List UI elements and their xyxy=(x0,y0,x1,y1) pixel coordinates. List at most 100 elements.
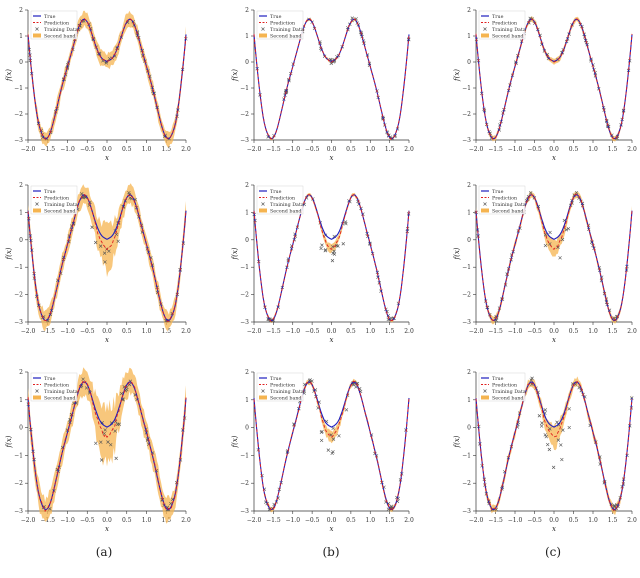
x-tick-label: −2.0 xyxy=(21,328,36,335)
x-tick-label: −1.5 xyxy=(266,328,281,335)
x-axis-label: x xyxy=(552,336,556,344)
panel-b1: −2.0 −1.5 −1.0 −0.5 0.0 0.5 1.0 1.5 2.0 −3 −2 −1 0 1 2… xyxy=(231,7,414,162)
legend-label: Second band xyxy=(270,396,301,402)
x-tick-label: 0.5 xyxy=(122,146,132,153)
x-axis-label: x xyxy=(105,525,109,533)
legend-label: Training Data xyxy=(270,389,304,395)
x-tick-label: 0.5 xyxy=(346,146,356,153)
x-tick-label: −1.0 xyxy=(285,517,300,524)
panel-b2: −2.0 −1.5 −1.0 −0.5 0.0 0.5 1.0 1.5 2.0 −3 −2 −1 0 1 2… xyxy=(231,182,414,344)
y-tick-label: −3 xyxy=(240,137,249,144)
x-tick-label: −1.0 xyxy=(508,146,523,153)
y-tick-label: 2 xyxy=(19,182,23,189)
y-axis-label: f(x) xyxy=(453,435,461,448)
training-point xyxy=(99,440,103,444)
training-point xyxy=(103,428,107,432)
x-tick-label: 0.0 xyxy=(102,517,112,524)
legend-label: True xyxy=(44,376,56,382)
y-tick-label: 1 xyxy=(19,209,23,216)
y-tick-label: 0 xyxy=(19,237,23,244)
x-tick-label: 0.5 xyxy=(122,328,132,335)
legend-label: True xyxy=(44,189,56,195)
panel-c3: −2.0 −1.5 −1.0 −0.5 0.0 0.5 1.0 1.5 2.0 −3 −2 −1 0 1 2… xyxy=(453,369,637,533)
training-point xyxy=(99,458,104,462)
x-tick-label: −0.5 xyxy=(305,517,320,524)
x-tick-label: 0.0 xyxy=(102,328,112,335)
training-point xyxy=(558,256,562,260)
x-tick-label: 0.5 xyxy=(569,328,579,335)
y-tick-label: −1 xyxy=(14,452,23,459)
y-axis-label: f(x) xyxy=(231,247,239,260)
training-point xyxy=(560,237,565,242)
y-tick-label: −3 xyxy=(462,508,471,515)
x-tick-label: 1.0 xyxy=(142,146,152,153)
legend-swatch-training xyxy=(261,202,265,206)
legend-label: Second band xyxy=(44,209,75,215)
y-axis-label: f(x) xyxy=(453,69,461,82)
legend-label: Second band xyxy=(44,34,75,40)
training-point xyxy=(566,226,571,231)
legend-swatch-training xyxy=(35,27,39,31)
prediction-line xyxy=(27,193,187,323)
x-tick-label: −2.0 xyxy=(21,517,36,524)
y-tick-label: −1 xyxy=(240,264,249,271)
x-tick-label: 1.0 xyxy=(588,517,598,524)
x-axis-label: x xyxy=(330,154,334,162)
legend-label: Training Data xyxy=(44,27,78,33)
uncertainty-band xyxy=(28,183,186,332)
training-point xyxy=(546,56,551,61)
training-point xyxy=(114,456,118,461)
training-point xyxy=(543,233,548,237)
training-point xyxy=(544,434,549,439)
legend-swatch-band xyxy=(259,208,267,213)
legend-swatch-band xyxy=(481,208,489,213)
training-point xyxy=(574,190,579,195)
y-axis-label: f(x) xyxy=(453,247,461,260)
legend-label: Second band xyxy=(492,34,523,40)
training-point xyxy=(332,249,336,253)
y-tick-label: 0 xyxy=(245,59,249,66)
y-tick-label: 1 xyxy=(467,33,471,40)
training-point xyxy=(612,504,617,509)
training-point xyxy=(84,386,89,390)
legend-label: True xyxy=(492,376,504,382)
x-axis-label: x xyxy=(552,154,556,162)
training-point xyxy=(94,441,98,446)
legend-swatch-training xyxy=(483,389,487,393)
x-tick-label: 2.0 xyxy=(404,328,414,335)
training-point xyxy=(567,407,571,411)
prediction-line xyxy=(253,380,410,512)
prediction-line xyxy=(475,18,633,140)
y-tick-label: −1 xyxy=(462,264,471,271)
training-point xyxy=(545,442,550,447)
legend-label: Prediction xyxy=(492,383,517,389)
legend-label: Second band xyxy=(44,396,75,402)
prediction-line xyxy=(475,193,633,321)
y-tick-label: −2 xyxy=(14,480,23,487)
training-point xyxy=(331,245,335,249)
prediction-line xyxy=(253,194,410,322)
x-tick-label: −2.0 xyxy=(247,328,262,335)
y-tick-label: −3 xyxy=(14,319,23,326)
y-tick-label: −1 xyxy=(14,264,23,271)
x-tick-label: 2.0 xyxy=(627,146,637,153)
legend-label: True xyxy=(492,189,504,195)
training-point xyxy=(529,378,533,382)
training-point xyxy=(116,239,120,244)
x-axis-label: x xyxy=(105,154,109,162)
legend-label: Training Data xyxy=(44,389,78,395)
x-tick-label: −2.0 xyxy=(469,517,484,524)
y-tick-label: 1 xyxy=(245,33,249,40)
x-tick-label: 1.5 xyxy=(161,328,171,335)
training-point xyxy=(319,438,324,443)
legend-label: Prediction xyxy=(492,196,517,202)
legend-label: Training Data xyxy=(492,202,526,208)
x-tick-label: 1.5 xyxy=(385,328,395,335)
training-point xyxy=(567,425,571,430)
x-tick-label: −0.5 xyxy=(80,328,95,335)
x-axis-label: x xyxy=(105,336,109,344)
prediction-line xyxy=(27,18,187,140)
x-tick-label: 0.0 xyxy=(327,328,337,335)
training-point xyxy=(543,243,548,248)
y-tick-label: 0 xyxy=(467,59,471,66)
